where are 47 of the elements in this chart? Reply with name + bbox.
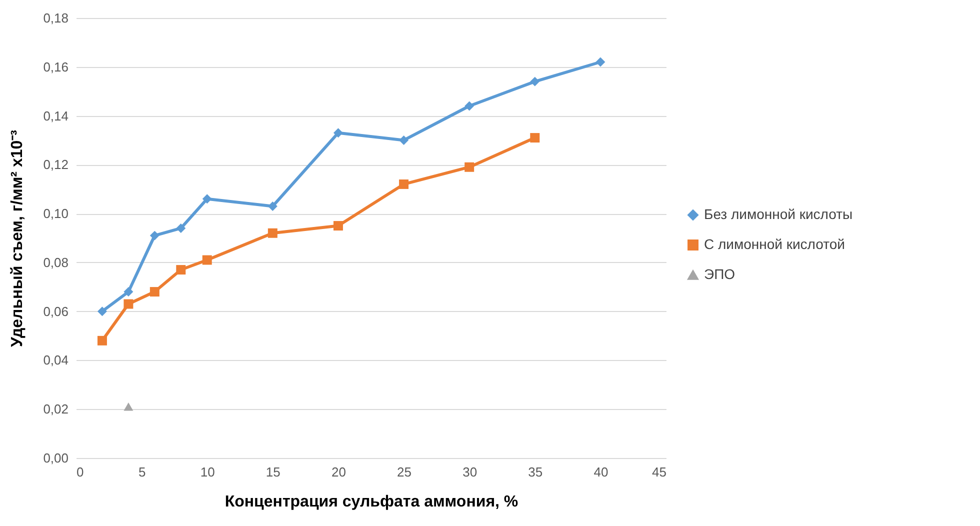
y-tick-label: 0,00 [43,450,68,466]
legend-label: С лимонной кислотой [704,236,845,252]
point [333,128,343,138]
legend-label: ЭПО [704,266,736,282]
point [464,101,474,111]
y-tick-label: 0,06 [43,304,68,319]
point [176,223,186,233]
point [124,402,134,411]
x-tick-label: 25 [397,464,412,480]
point [124,299,134,309]
x-tick-label: 40 [594,464,608,480]
y-tick-label: 0,04 [43,352,68,368]
point [202,194,212,204]
point [596,57,606,67]
y-tick-label: 0,02 [43,402,68,417]
y-tick-label: 0,12 [43,157,68,172]
x-tick-label: 5 [138,464,146,480]
y-tick-label: 0,18 [43,10,68,26]
y-tick-label: 0,14 [43,108,68,124]
x-tick-label: 45 [652,464,666,480]
point [268,201,278,211]
point [399,179,409,189]
x-tick-label: 15 [266,464,280,480]
x-axis-title: Концентрация сульфата аммония, % [224,494,518,510]
x-tick-label: 0 [76,464,84,480]
y-axis-title: Удельный съем, г/мм² x10⁻³ [9,130,26,347]
y-tick-label: 0,16 [43,59,68,74]
point [399,135,409,145]
x-tick-label: 30 [462,464,478,480]
x-tick-label: 10 [200,464,215,480]
point [150,287,160,297]
point [268,228,278,238]
point [530,76,540,86]
point [150,230,160,240]
point [176,265,186,275]
point [464,162,474,172]
point [333,221,343,231]
point [124,287,134,297]
point [202,255,212,265]
y-tick-label: 0,10 [43,206,68,222]
x-tick-label: 20 [331,464,346,480]
legend-label: Без лимонной кислоты [704,206,853,222]
point [97,336,107,346]
point [530,133,540,143]
y-tick-label: 0,08 [43,254,68,270]
x-tick-label: 35 [528,464,543,480]
point [97,306,107,316]
